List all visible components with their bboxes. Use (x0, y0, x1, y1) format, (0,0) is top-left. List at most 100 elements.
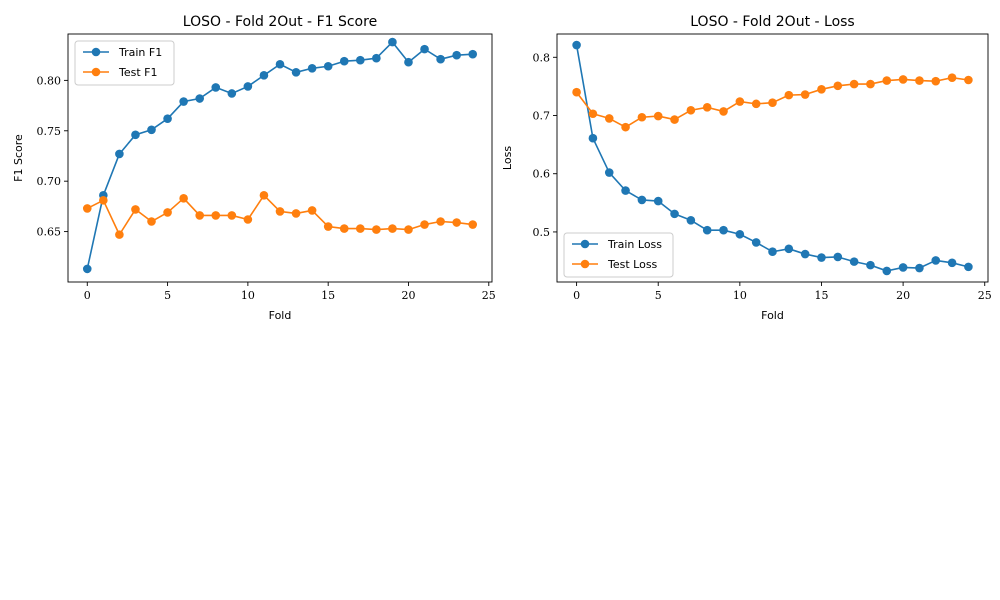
data-point (800, 249, 810, 259)
data-point (653, 196, 663, 206)
data-point (964, 75, 973, 85)
data-point (882, 266, 892, 276)
y-tick-label: 0.70 (37, 175, 62, 188)
data-point (637, 195, 647, 205)
x-tick-label: 15 (814, 289, 828, 302)
data-point (702, 225, 712, 235)
data-point (452, 218, 461, 227)
chart-title: LOSO - Fold 2Out - F1 Score (183, 14, 377, 30)
data-point (735, 97, 745, 106)
y-tick-label: 0.80 (37, 74, 62, 87)
legend-marker (580, 239, 590, 249)
data-point (964, 262, 973, 272)
data-point (243, 82, 253, 91)
data-point (670, 115, 679, 124)
data-point (653, 111, 663, 121)
data-point (99, 196, 108, 205)
data-point (915, 263, 924, 273)
data-point (719, 107, 728, 116)
data-point (866, 260, 875, 270)
legend-marker (580, 259, 590, 269)
data-point (768, 98, 777, 107)
x-tick-label: 5 (164, 289, 171, 302)
data-point (436, 217, 445, 226)
data-point (898, 263, 908, 272)
y-tick-label: 0.7 (533, 110, 551, 123)
data-point (621, 122, 630, 132)
x-tick-label: 5 (655, 289, 662, 302)
data-point (275, 207, 285, 216)
x-axis-label: Fold (761, 309, 784, 322)
data-point (751, 238, 761, 247)
data-point (372, 225, 381, 234)
data-point (115, 149, 124, 159)
data-point (588, 133, 598, 143)
y-tick-label: 0.5 (533, 226, 551, 239)
data-point (866, 79, 875, 89)
data-point (131, 205, 140, 214)
data-point (931, 76, 941, 86)
data-point (588, 109, 598, 119)
data-point (404, 225, 413, 234)
data-point (931, 256, 941, 265)
data-point (436, 54, 445, 64)
axes-frame (556, 33, 989, 283)
data-point (307, 206, 317, 215)
data-point (420, 220, 429, 229)
data-point (82, 264, 92, 274)
legend-label: Test Loss (607, 258, 658, 271)
data-point (163, 114, 172, 123)
legend-marker (91, 47, 101, 57)
legend: Train Loss Test Loss (563, 232, 674, 278)
data-point (452, 50, 461, 60)
data-point (621, 186, 630, 195)
data-point (307, 63, 317, 73)
data-point (468, 220, 478, 229)
data-point (849, 257, 859, 266)
y-tick-label: 0.65 (37, 226, 62, 239)
data-point (572, 40, 581, 50)
data-point (784, 244, 794, 254)
legend: Train F1 Test F1 (74, 40, 175, 86)
data-point (243, 215, 253, 224)
legend-marker (91, 67, 101, 77)
data-point (259, 71, 269, 80)
data-point (323, 61, 333, 71)
data-point (947, 258, 957, 268)
data-point (604, 114, 614, 123)
data-point (833, 81, 843, 91)
x-tick-label: 0 (84, 289, 91, 302)
data-point (195, 94, 204, 103)
data-point (849, 79, 859, 89)
data-point (637, 112, 647, 122)
data-point (670, 209, 679, 219)
y-tick-label: 0.6 (533, 168, 551, 181)
data-point (211, 211, 221, 220)
x-axis-label: Fold (269, 309, 292, 322)
data-point (719, 225, 728, 235)
data-point (947, 73, 957, 82)
data-point (356, 224, 365, 233)
data-point (356, 55, 365, 65)
legend-label: Train F1 (118, 46, 162, 59)
data-point (179, 97, 188, 106)
chart-loss: LOSO - Fold 2Out - Loss 0 5 10 15 20 25 0.5 0.6 0… (501, 14, 992, 322)
x-tick-label: 0 (573, 289, 580, 302)
data-point (420, 44, 429, 54)
chart-f1: LOSO - Fold 2Out - F1 Score 0 5 10 15 20 25 0.6… (12, 14, 496, 322)
x-tick-label: 10 (733, 289, 747, 302)
x-tick-label: 20 (896, 289, 910, 302)
x-tick-label: 15 (321, 289, 335, 302)
data-point (339, 56, 349, 66)
data-point (227, 89, 237, 98)
data-point (686, 105, 696, 115)
data-point (817, 253, 826, 262)
data-point (702, 103, 712, 112)
y-tick-label: 0.8 (533, 51, 551, 64)
data-point (147, 125, 156, 135)
y-axis-label: Loss (501, 146, 514, 170)
data-point (259, 191, 269, 200)
data-point (275, 59, 285, 69)
y-axis-label: F1 Score (12, 134, 25, 182)
